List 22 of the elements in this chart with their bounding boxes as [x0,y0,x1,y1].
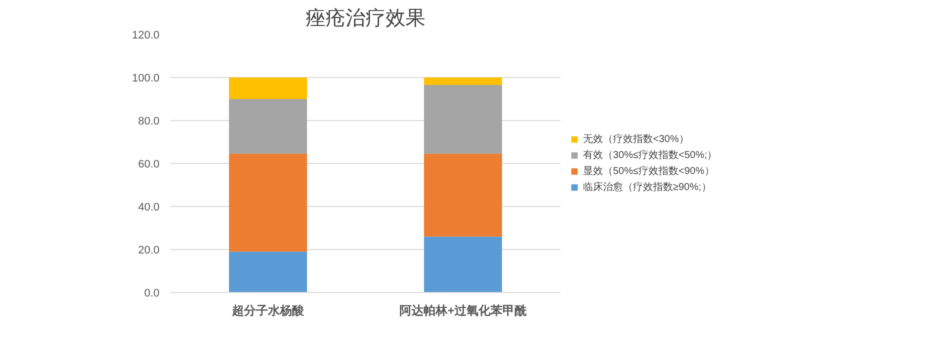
y-tick-label: 100.0 [132,72,160,84]
bar [229,252,307,292]
y-tick-label: 0.0 [144,288,160,300]
legend-label: 临床治愈（疗效指数≥90%;） [583,180,712,194]
bar [229,78,307,99]
y-tick-label: 120.0 [132,30,160,42]
legend-label: 显效（50%≤疗效指数<90%） [583,164,714,178]
y-tick-label: 40.0 [138,202,160,214]
y-tick-label: 20.0 [138,244,160,256]
y-tick-label: 80.0 [138,116,160,128]
legend-label: 有效（30%≤疗效指数<50%;） [583,148,718,162]
y-tick-label: 60.0 [138,158,160,170]
bar [229,99,307,154]
chart-title: 痤疮治疗效果 [306,8,426,30]
x-tick-label: 超分子水杨酸 [231,304,305,318]
bar [424,236,502,292]
bar [424,85,502,154]
bar [229,154,307,252]
bar [424,154,502,237]
legend-label: 无效（疗效指数<30%） [583,132,689,146]
bar [424,78,502,86]
x-tick-label: 阿达帕林+过氧化苯甲酰 [399,304,528,318]
